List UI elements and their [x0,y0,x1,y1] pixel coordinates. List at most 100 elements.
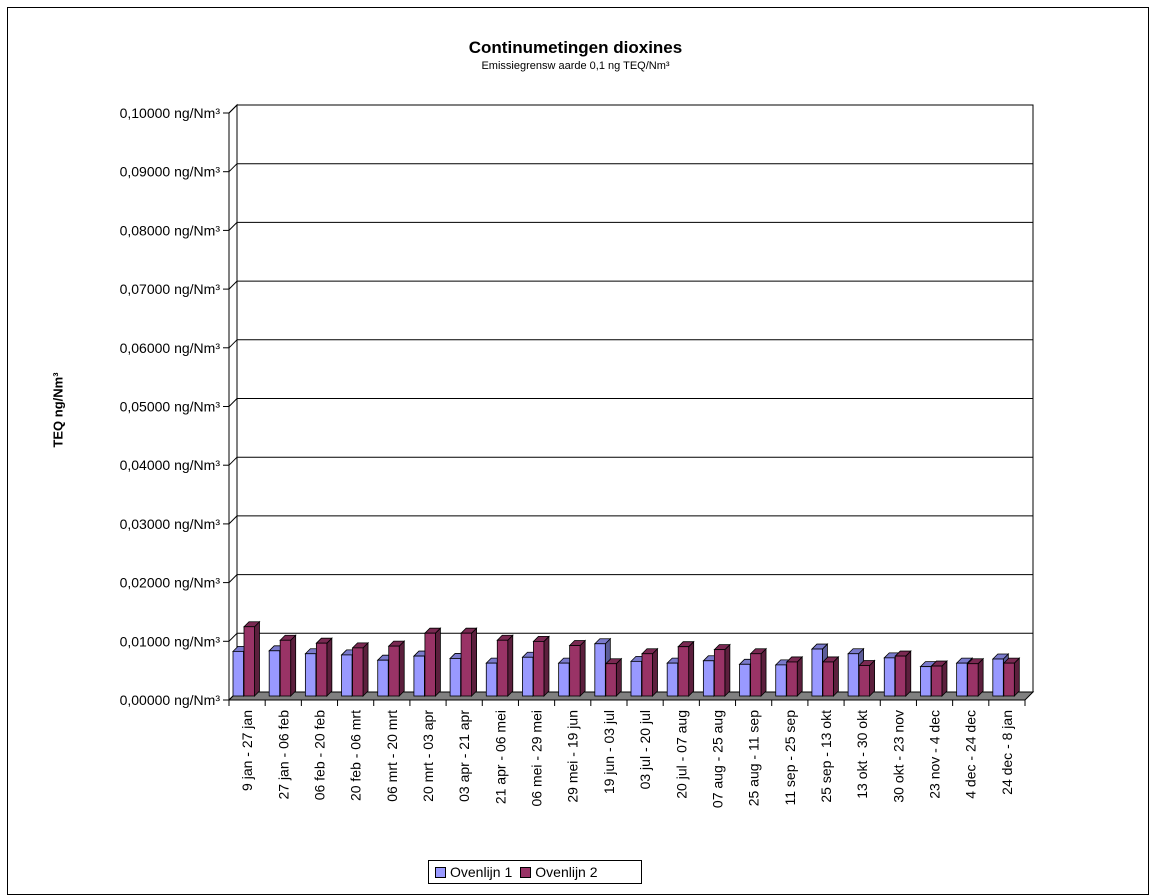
bar-2-side [796,655,803,697]
x-tick-label: 06 mrt - 20 mrt [384,710,400,802]
chart-subtitle: Emissiegrensw aarde 0,1 ng TEQ/Nm³ [481,60,670,72]
bar-2-front [894,655,907,697]
bar-1-front [485,662,498,697]
x-tick-label: 11 sep - 25 sep [782,710,798,806]
x-tick-label: 9 jan - 27 jan [239,710,255,791]
bar-2-side [905,650,912,697]
bar-1-front [883,657,896,697]
legend-label-ovenlijn-2: Ovenlijn 2 [535,864,598,880]
x-tick-label: 20 feb - 06 mrt [348,710,364,801]
x-tick-label: 13 okt - 30 okt [854,710,870,799]
bar-1-front [377,659,389,697]
bar-1-front [739,663,751,697]
x-tick-label: 20 jul - 07 aug [673,710,689,799]
bar-2-side [543,635,550,697]
x-tick-label: 27 jan - 06 feb [275,710,291,800]
bar-2-front [352,647,364,697]
bar-2-front [605,663,617,697]
bar-2-front [858,665,870,697]
bar-2-front [569,645,581,697]
y-tick-label: 0,00000 ng/Nm³ [120,692,221,708]
legend-swatch-ovenlijn-1 [435,866,446,878]
gridline-side [228,456,238,466]
bar-1-front [522,656,534,697]
gridline-side [228,339,238,349]
y-tick-label: 0,05000 ng/Nm³ [120,399,221,415]
x-tick-label: 4 dec - 24 dec [963,710,979,799]
bar-2-front [243,626,255,697]
gridline-side [228,574,238,583]
y-tick-label: 0,08000 ng/Nm³ [120,222,221,238]
y-tick-label: 0,01000 ng/Nm³ [120,633,221,649]
bar-2-front [388,645,400,697]
legend-label-ovenlijn-1: Ovenlijn 1 [450,864,513,880]
bar-2-side [254,620,260,697]
bar-1-front [232,650,244,697]
y-tick-label: 0,10000 ng/Nm³ [120,105,221,121]
x-tick-label: 07 aug - 25 aug [709,710,725,808]
bar-2-front [279,639,292,697]
gridline-side [228,280,238,290]
x-tick-label: 25 aug - 11 sep [746,710,762,806]
legend-entry-ovenlijn-2: Ovenlijn 2 [520,864,598,880]
x-tick-label: 21 apr - 06 mei [492,710,508,804]
y-tick-label: 0,07000 ng/Nm³ [120,281,221,297]
gridline-side [228,163,238,173]
y-tick-label: 0,09000 ng/Nm³ [120,164,221,180]
bar-2-side [471,627,477,697]
bar-2-front [641,653,653,697]
bar-1-front [268,650,281,697]
gridline-side [228,104,238,114]
gridline-side [228,632,238,642]
bar-2-front [822,661,834,697]
bar-2-side [290,634,297,697]
y-tick-label: 0,04000 ng/Nm³ [120,457,221,473]
bar-2-front [677,646,690,697]
gridline-side [228,398,238,407]
x-tick-label: 25 sep - 13 okt [818,710,834,803]
bar-1-front [449,658,461,697]
bar-1-front [847,653,859,697]
bar-2-side [435,627,441,697]
x-tick-label: 06 feb - 20 feb [311,710,327,801]
legend: Ovenlijn 1 Ovenlijn 2 [428,860,642,884]
bar-1-front [666,662,679,697]
bar-1-front [702,660,715,697]
bar-2-front [713,649,726,697]
x-tick-label: 24 dec - 8 jan [999,710,1015,795]
bar-1-front [956,662,968,697]
bar-2-side [869,659,875,697]
bar-2-front [533,641,545,697]
bar-2-front [931,665,943,697]
y-tick-label: 0,03000 ng/Nm³ [120,516,221,532]
bar-1-front [920,666,932,697]
bar-2-side [941,660,948,697]
bar-2-side [579,639,586,697]
bar-2-side [398,640,405,697]
bar-1-front [775,664,787,697]
bar-2-side [833,655,839,697]
bar-1-front [630,660,642,697]
legend-swatch-ovenlijn-2 [520,866,532,878]
bar-2-side [652,647,658,697]
x-tick-label: 03 jul - 20 jul [637,710,653,789]
gridline-side [228,515,238,525]
x-tick-label: 29 mei - 19 jun [565,710,581,803]
chart-title: Continumetingen dioxines [468,38,683,57]
bar-2-front [967,663,979,697]
bar-1-front [304,653,317,697]
x-tick-label: 03 apr - 21 apr [456,710,472,802]
x-tick-label: 23 nov - 4 dec [927,710,943,799]
x-tick-label: 20 mrt - 03 apr [420,710,436,802]
bar-2-side [362,641,369,697]
y-tick-label: 0,02000 ng/Nm³ [120,575,221,591]
x-tick-label: 19 jun - 03 jul [601,710,617,794]
x-tick-label: 30 okt - 23 nov [890,710,906,803]
y-tick-label: 0,06000 ng/Nm³ [120,340,221,356]
bar-2-front [1003,662,1015,697]
bar-1-front [558,662,570,697]
bar-2-front [424,632,436,697]
bar-2-side [724,643,731,697]
bar-2-side [760,647,767,697]
